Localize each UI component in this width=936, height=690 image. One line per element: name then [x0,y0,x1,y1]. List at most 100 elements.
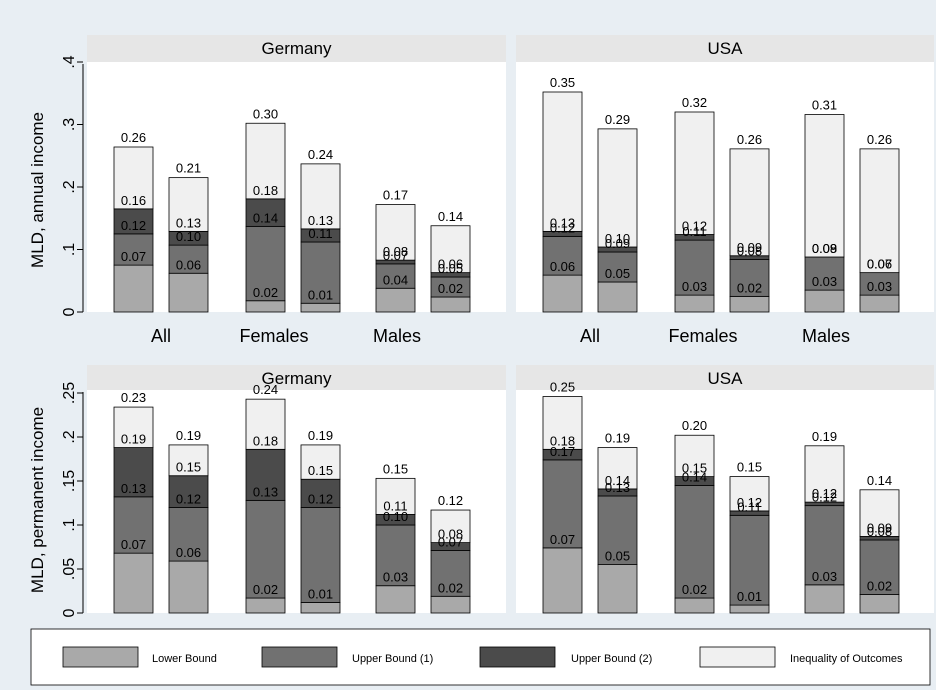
bar-segment-outcomes [430,509,471,544]
data-label: 0.16 [121,193,146,208]
data-label: 0.35 [550,75,575,90]
y-tick-label: .25 [61,382,78,404]
bar-segment-upper1 [597,495,638,565]
bar-segment-outcomes [859,148,900,274]
bar-segment-upper1 [113,496,154,554]
data-label: 0.02 [867,579,892,594]
bar-segment-lower [804,584,845,614]
bar-segment-upper1 [300,241,341,304]
data-label: 0.11 [383,498,407,513]
data-label: 0.10 [605,231,630,246]
data-label: 0.07 [550,532,575,547]
bar-segment-upper1 [804,505,845,586]
bar-segment-upper1 [245,225,286,302]
bar-segment-lower [113,552,154,614]
data-label: 0.19 [121,432,146,447]
bar-segment-outcomes [245,122,286,200]
data-label: 0.32 [682,95,707,110]
bar-segment-upper1 [168,506,209,562]
data-label: 0.06 [176,257,201,272]
bar-segment-upper1 [729,259,770,297]
bar-segment-lower [859,294,900,313]
bar-segment-outcomes [674,111,715,235]
bar-segment-lower [804,289,845,313]
data-label: 0.13 [253,484,278,499]
data-label: 0.13 [550,215,575,230]
legend-swatch [62,646,139,668]
data-label: 0.18 [253,183,278,198]
data-label: 0.03 [682,279,707,294]
data-label: 0.12 [737,495,762,510]
data-label: 0.11 [308,226,332,241]
bar-segment-outcomes [542,396,583,450]
bar-segment-upper1 [113,233,154,266]
y-tick-label: .2 [61,180,78,193]
panel-header [516,35,934,62]
bar-segment-lower [674,597,715,614]
data-label: 0.15 [176,460,201,475]
y-tick-label: .4 [61,55,78,68]
data-label: 0.10 [383,509,408,524]
y-tick-label: .3 [61,118,78,131]
data-label: 0.14 [867,473,892,488]
data-label: 0.02 [253,285,278,300]
data-label: 0.13 [308,213,333,228]
data-label: 0.19 [308,428,333,443]
bar-segment-outcomes [375,477,416,515]
data-label: 0.13 [121,481,146,496]
bar-segment-upper2 [245,448,286,501]
y-axis-label: MLD, permanent income [28,407,47,593]
y-tick-label: .2 [61,430,78,443]
panel-header [516,365,934,390]
data-label: 0.08 [438,527,463,542]
legend-swatch [699,646,776,668]
data-label: 0.13 [605,480,630,495]
data-label: 0.26 [737,132,762,147]
data-label: 0.08 [383,244,408,259]
data-label: 0.02 [438,281,463,296]
data-label: 0.15 [383,461,408,476]
data-label: 0.06 [438,257,463,272]
data-label: 0.08 [812,241,837,256]
bar-segment-outcomes [729,148,770,257]
data-label: 0.12 [438,493,463,508]
x-tick-label: Females [239,326,308,346]
bar-segment-outcomes [168,444,209,477]
x-tick-label: All [580,326,600,346]
panel-header [87,35,506,62]
bar-segment-upper1 [375,524,416,587]
bar-segment-lower [859,594,900,614]
bar-segment-upper1 [674,239,715,296]
data-label: 0.09 [737,240,762,255]
data-label: 0.07 [121,537,146,552]
x-tick-label: Males [373,326,421,346]
bar-segment-outcomes [674,434,715,477]
legend-label: Inequality of Outcomes [790,653,903,665]
data-label: 0.11 [737,499,761,514]
bar-segment-outcomes [597,447,638,490]
y-tick-label: .1 [61,243,78,256]
data-label: 0.12 [812,486,837,501]
data-label: 0.02 [438,580,463,595]
bar-segment-lower [430,296,471,313]
data-label: 0.09 [867,520,892,535]
bar-segment-outcomes [542,91,583,232]
data-label: 0.15 [737,460,762,475]
data-label: 0.02 [737,280,762,295]
data-label: 0.11 [682,224,706,239]
data-label: 0.14 [438,209,463,224]
bar-segment-lower [729,604,770,614]
panel-title: USA [708,39,744,58]
data-label: 0.12 [550,220,575,235]
data-label: 0.12 [308,491,333,506]
bar-segment-outcomes [804,114,845,258]
data-label: 0.03 [812,569,837,584]
data-label: 0.03 [812,274,837,289]
bar-segment-upper1 [542,235,583,276]
bar-segment-lower [245,300,286,313]
data-label: 0.05 [605,549,630,564]
bar-segment-lower [729,295,770,313]
bar-segment-lower [113,264,154,313]
x-tick-label: Males [802,326,850,346]
